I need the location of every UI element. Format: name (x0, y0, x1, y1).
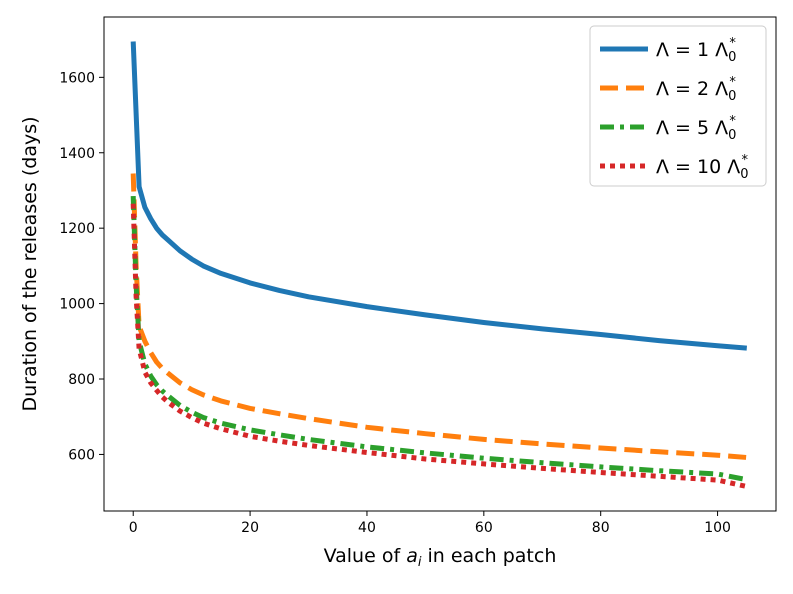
legend: Λ = 1 Λ0*Λ = 2 Λ0*Λ = 5 Λ0*Λ = 10 Λ0* (589, 25, 767, 187)
legend-label-main: Λ = 10 Λ (656, 156, 740, 178)
legend-label-main: Λ = 5 Λ (656, 117, 728, 139)
y-tick-label-1600: 1600 (59, 70, 95, 86)
y-tick-label-800: 800 (68, 372, 95, 388)
x-axis-label-sub: i (418, 555, 422, 570)
legend-label-4: Λ = 10 Λ0* (656, 153, 749, 182)
legend-label-sub: 0 (728, 50, 736, 65)
x-tick-label-80: 80 (592, 520, 610, 536)
x-tick-label-40: 40 (358, 520, 376, 536)
x-axis: 0 20 40 60 80 100 (129, 511, 731, 536)
legend-label-sub: 0 (728, 128, 736, 143)
y-tick-label-1200: 1200 (59, 221, 95, 237)
y-tick-label-600: 600 (68, 447, 95, 463)
legend-label-main: Λ = 2 Λ (656, 78, 728, 100)
legend-label-1: Λ = 1 Λ0* (656, 36, 736, 65)
series-line-3 (130, 196, 748, 483)
x-tick-label-60: 60 (475, 520, 493, 536)
x-axis-label: Value of ai in each patch (324, 545, 557, 570)
plot-frame (103, 16, 777, 512)
x-tick-label-100: 100 (704, 520, 731, 536)
legend-box (589, 25, 767, 187)
x-axis-label-main: Value of (324, 545, 407, 567)
x-axis-label-var: a (406, 545, 418, 567)
legend-label-sub: 0 (740, 167, 748, 182)
y-axis: 600 800 1000 1200 1400 1600 (59, 70, 104, 463)
legend-label-sup: * (729, 114, 736, 129)
plot-area (130, 41, 748, 489)
y-axis-label: Duration of the releases (days) (19, 116, 41, 411)
series-line-2 (130, 173, 747, 460)
legend-label-sup: * (742, 153, 749, 168)
x-axis-label-rest: in each patch (421, 545, 556, 567)
x-tick-label-20: 20 (241, 520, 259, 536)
legend-label-sup: * (729, 36, 736, 51)
x-tick-label-0: 0 (129, 520, 138, 536)
legend-label-2: Λ = 2 Λ0* (656, 75, 736, 104)
y-tick-label-1400: 1400 (59, 146, 95, 162)
legend-label-sup: * (729, 75, 736, 90)
legend-label-sub: 0 (728, 89, 736, 104)
legend-label-main: Λ = 1 Λ (656, 39, 728, 61)
series-line-1 (130, 41, 747, 351)
y-tick-label-1000: 1000 (59, 297, 95, 313)
series-line-4 (130, 203, 748, 489)
legend-label-3: Λ = 5 Λ0* (656, 114, 736, 143)
